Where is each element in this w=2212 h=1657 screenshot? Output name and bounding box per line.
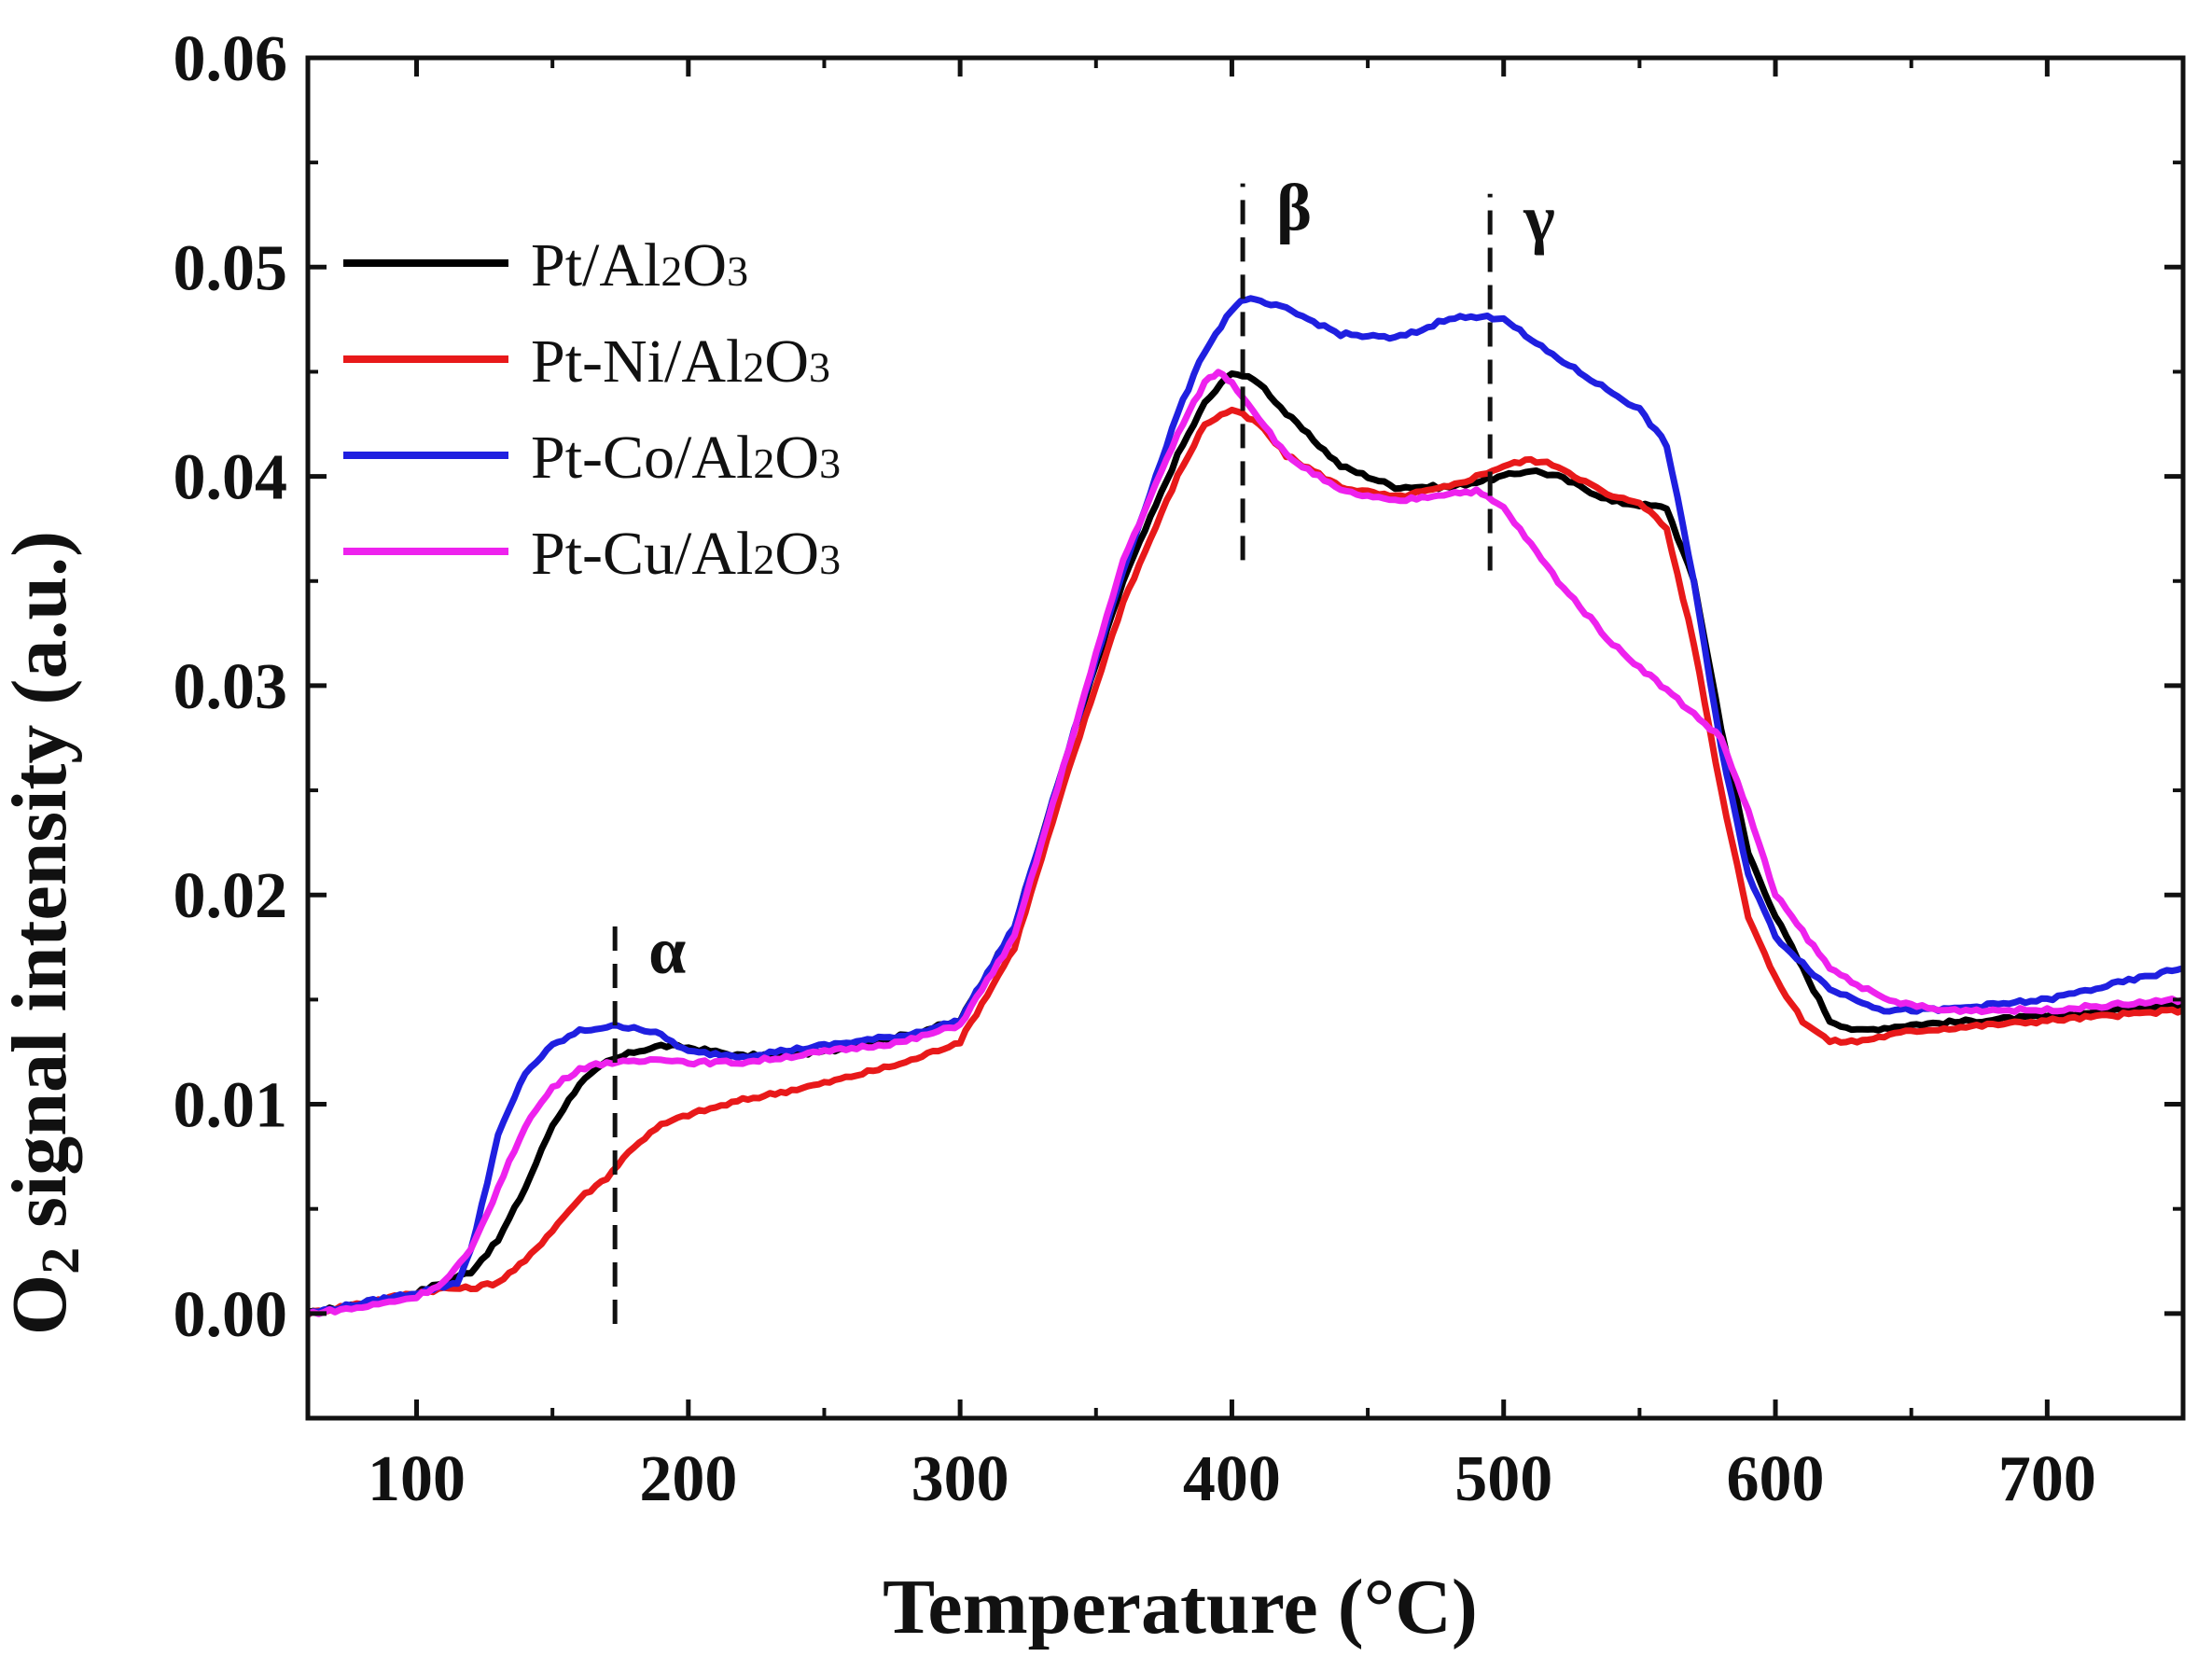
x-tick-label: 600	[1727, 1443, 1825, 1515]
x-tick-label: 100	[368, 1443, 466, 1515]
y-tick-label: 0.05	[174, 232, 288, 304]
y-axis-title-subscript: 2	[30, 1247, 90, 1274]
series-line-2	[306, 406, 2185, 1318]
legend-label: Pt-Cu/Al2O3	[531, 520, 841, 588]
axes: 100 200 300 400 500 600 700 0.00 0.01 0.02 0.03 0.0…	[174, 23, 2186, 1515]
plot-frame	[305, 55, 2186, 1421]
y-tick-label: 0.03	[174, 651, 288, 723]
legend-label: Pt-Ni/Al2O3	[531, 327, 830, 396]
y-axis-title-o: O	[0, 1274, 83, 1335]
x-tick-label: 500	[1454, 1443, 1552, 1515]
y-axis-title: O2 signal intensity (a.u.)	[0, 531, 90, 1335]
series-line-4	[307, 369, 2185, 1317]
x-tick-label: 400	[1183, 1443, 1281, 1515]
peak-label: α	[648, 913, 686, 988]
peak-label: γ	[1523, 181, 1555, 256]
x-axis-title: Temperature (°C)	[883, 1564, 1478, 1650]
y-tick-label: 0.04	[174, 442, 288, 514]
series-line-3	[306, 295, 2184, 1317]
x-tick-label: 200	[639, 1443, 737, 1515]
peak-label: β	[1276, 171, 1312, 245]
y-tick-label: 0.01	[174, 1070, 288, 1142]
x-tick-label: 300	[911, 1443, 1009, 1515]
legend-label: Pt-Co/Al2O3	[531, 424, 841, 492]
y-tick-label: 0.00	[174, 1279, 288, 1351]
y-axis-title-rest: signal intensity (a.u.)	[0, 531, 83, 1247]
legend-label: Pt/Al2O3	[531, 231, 748, 299]
series-line-1	[307, 370, 2185, 1316]
legend: Pt/Al2O3 Pt-Ni/Al2O3 Pt-Co/Al2O3 Pt-Cu/Al2O…	[343, 231, 841, 588]
peak-annotations: α β γ	[612, 171, 1555, 1325]
x-tick-label: 700	[1998, 1443, 2096, 1515]
y-tick-label: 0.02	[174, 860, 288, 932]
y-tick-label: 0.06	[174, 23, 288, 95]
